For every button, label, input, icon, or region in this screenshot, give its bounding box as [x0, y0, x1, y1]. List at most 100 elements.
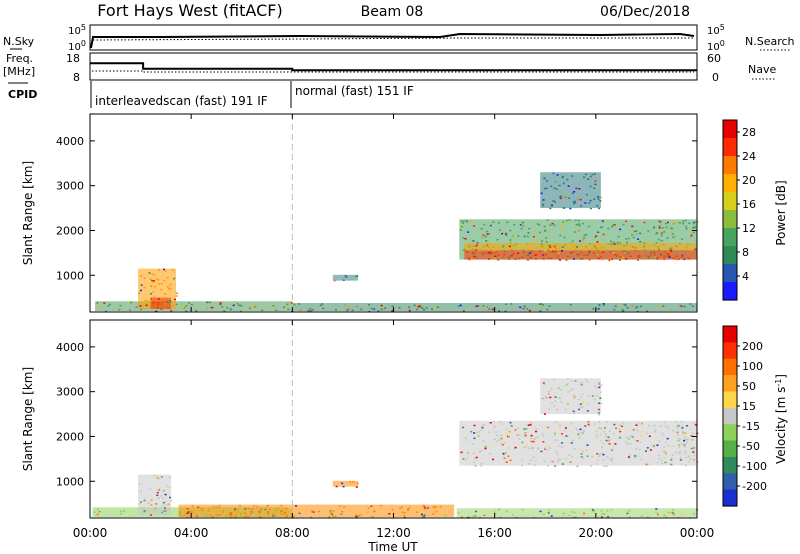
power-speckle: [655, 233, 658, 235]
velocity-speckle: [338, 505, 341, 507]
power-speckle: [158, 269, 160, 271]
power-speckle: [619, 248, 622, 251]
power-speckle: [299, 309, 302, 312]
velocity-speckle: [554, 396, 557, 398]
power-speckle: [647, 240, 650, 242]
power-speckle: [154, 286, 157, 288]
power-speckle: [173, 298, 176, 301]
velocity-speckle: [573, 395, 576, 398]
power-speckle: [631, 234, 634, 236]
velocity-speckle: [574, 516, 577, 518]
power-speckle: [497, 259, 500, 261]
velocity-speckle: [565, 457, 568, 460]
velocity-speckle: [605, 439, 608, 442]
power-speckle: [587, 248, 590, 251]
velocity-speckle: [540, 450, 543, 453]
velocity-speckle: [636, 429, 639, 432]
x-axis-title: Time UT: [367, 540, 418, 554]
power-colorbar-swatch: [723, 192, 737, 211]
velocity-speckle: [603, 465, 606, 467]
power-speckle: [473, 225, 475, 227]
velocity-speckle: [602, 459, 605, 461]
power-speckle: [492, 221, 495, 223]
velocity-speckle: [340, 513, 343, 515]
power-speckle: [546, 308, 549, 311]
power-speckle: [465, 219, 468, 222]
power-speckle: [661, 227, 664, 229]
velocity-speckle: [478, 516, 481, 519]
velocity-ylabel: Slant Range [km]: [21, 367, 35, 471]
velocity-speckle: [535, 430, 537, 433]
velocity-speckle: [679, 457, 682, 459]
velocity-speckle: [689, 458, 692, 460]
velocity-speckle: [481, 426, 484, 429]
velocity-colorbar-tick-label: -200: [742, 480, 767, 493]
power-speckle: [614, 305, 617, 308]
power-speckle: [630, 247, 633, 249]
velocity-speckle: [610, 458, 613, 461]
power-colorbar-tick-label: 24: [742, 150, 756, 163]
velocity-speckle: [514, 429, 517, 431]
velocity-speckle: [466, 457, 469, 459]
power-speckle: [169, 287, 172, 290]
power-speckle: [587, 225, 590, 228]
power-speckle: [690, 235, 693, 237]
velocity-speckle: [331, 513, 334, 516]
power-speckle: [489, 224, 492, 227]
power-speckle: [594, 173, 596, 175]
power-speckle: [600, 249, 603, 252]
power-speckle: [143, 286, 146, 289]
power-speckle: [561, 246, 564, 248]
velocity-speckle: [484, 446, 487, 448]
power-speckle: [236, 303, 239, 305]
freq-tick-bottom: 8: [73, 71, 80, 84]
power-speckle: [503, 253, 506, 256]
velocity-speckle: [678, 444, 681, 446]
power-speckle: [157, 297, 160, 300]
velocity-colorbar-tick-label: 100: [742, 360, 763, 373]
velocity-speckle: [580, 395, 583, 398]
velocity-speckle: [592, 510, 595, 513]
power-speckle: [408, 306, 410, 308]
power-speckle: [614, 225, 617, 227]
velocity-speckle: [575, 380, 578, 382]
velocity-speckle: [561, 515, 564, 517]
velocity-speckle: [197, 506, 200, 509]
power-speckle: [391, 305, 394, 307]
power-colorbar-swatch: [723, 246, 737, 265]
velocity-speckle: [543, 460, 546, 463]
velocity-speckle: [619, 436, 622, 439]
power-speckle: [665, 226, 668, 229]
power-speckle: [490, 248, 493, 250]
power-speckle: [209, 301, 212, 304]
power-speckle: [475, 249, 477, 251]
velocity-speckle: [473, 437, 476, 440]
power-speckle: [550, 206, 553, 208]
velocity-speckle: [679, 438, 682, 441]
power-speckle: [150, 285, 153, 287]
velocity-speckle: [156, 477, 158, 479]
velocity-speckle: [663, 421, 666, 423]
velocity-speckle: [677, 430, 680, 433]
power-speckle: [602, 304, 605, 306]
velocity-speckle: [565, 384, 568, 386]
velocity-speckle: [577, 403, 580, 406]
velocity-speckle: [570, 389, 573, 392]
velocity-speckle: [600, 510, 603, 512]
power-speckle: [507, 256, 510, 258]
power-speckle: [476, 244, 478, 247]
power-speckle: [505, 234, 508, 236]
velocity-speckle: [366, 510, 369, 512]
power-speckle: [621, 256, 624, 259]
power-speckle: [587, 178, 590, 180]
velocity-speckle: [467, 452, 470, 454]
power-speckle: [135, 306, 138, 308]
power-colorbar-swatch: [723, 156, 737, 175]
velocity-speckle: [472, 443, 475, 445]
velocity-speckle: [635, 448, 637, 450]
power-speckle: [561, 250, 563, 252]
velocity-speckle: [577, 433, 580, 436]
power-speckle: [653, 226, 656, 228]
power-speckle: [584, 202, 587, 204]
power-speckle: [663, 255, 666, 258]
